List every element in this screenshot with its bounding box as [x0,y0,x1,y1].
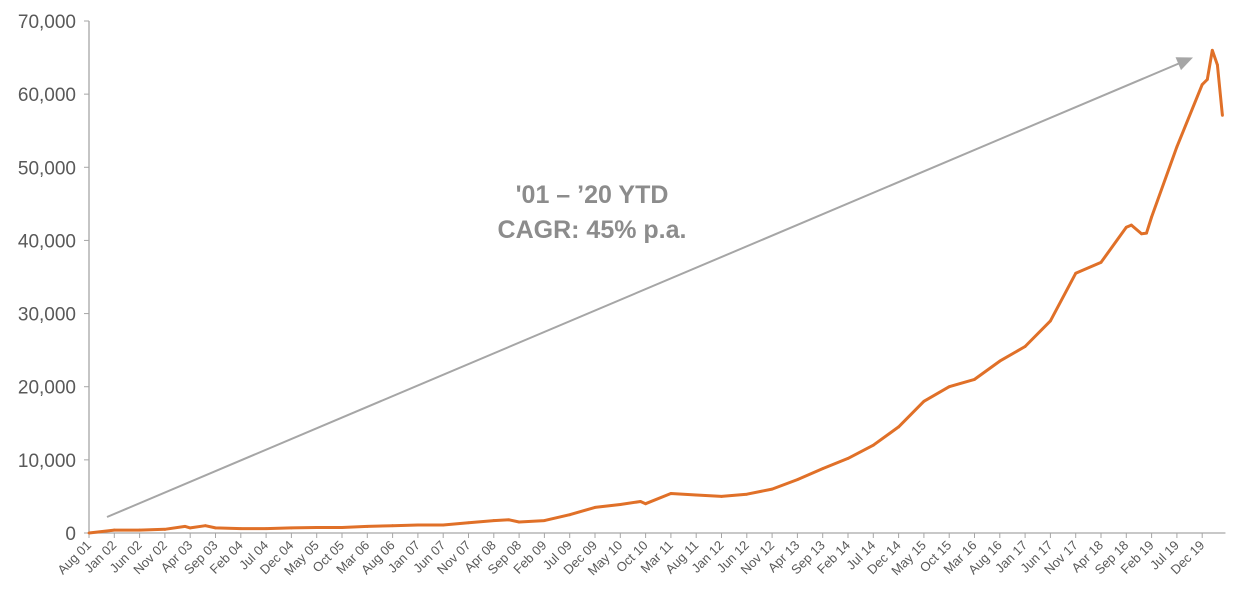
data-point [315,526,319,529]
data-point [922,399,926,403]
data-point [1215,63,1219,67]
data-point [138,528,142,532]
y-tick-label: 60,000 [18,85,76,106]
y-tick-label: 10,000 [18,451,76,472]
annotation-cagr: CAGR: 45% p.a. [498,216,687,244]
data-point [669,492,673,495]
data-point [1175,145,1179,149]
data-point [543,519,546,522]
data-point [1074,271,1078,275]
y-tick-label: 0 [65,524,76,545]
data-point [593,506,597,509]
data-point [517,520,521,524]
data-point [507,518,511,522]
data-point [1210,48,1214,52]
data-point [821,467,825,471]
data-point [720,495,723,498]
data-point [1140,232,1143,236]
y-tick-label: 40,000 [18,231,76,252]
data-point [639,500,642,503]
data-point [112,528,116,532]
y-tick-label: 20,000 [18,378,76,399]
data-point [340,526,344,529]
arrowhead-icon [1175,57,1193,71]
data-point [694,493,698,497]
data-point [1205,78,1209,81]
data-point [441,523,445,527]
data-point [163,527,167,531]
data-point [745,492,749,496]
cagr-trend-arrow [106,62,1181,518]
data-point [1049,319,1052,323]
data-point [391,524,394,528]
data-point [492,519,496,522]
data-point [871,443,875,447]
data-point [947,385,951,389]
data-point [897,425,900,429]
annotation-period: '01 – ’20 YTD [516,181,669,209]
data-point [846,456,850,460]
data-point [188,526,192,530]
y-tick-label: 30,000 [18,305,76,326]
series-layer [87,48,1224,535]
data-point [568,513,572,517]
series-line [88,48,1224,535]
data-point [770,487,774,491]
data-point [1099,260,1103,264]
data-point [365,525,369,528]
data-point [1145,231,1148,235]
data-point [1200,83,1204,87]
data-point [416,523,420,527]
data-point [1023,345,1027,348]
data-point [1129,223,1133,227]
data-point [467,521,470,525]
y-axis: 0 10,000 20,000 30,000 40,000 50,000 60,000 70,… [18,12,90,545]
data-point [618,503,622,506]
data-point [203,524,207,528]
data-point [1150,215,1153,219]
data-point [214,526,217,530]
data-point [290,526,293,530]
y-tick-label: 50,000 [18,158,76,179]
data-point [183,525,187,528]
data-point [998,359,1002,363]
data-point [1221,113,1224,117]
data-point [1124,225,1128,229]
data-point [644,502,647,506]
data-point [87,531,91,535]
data-point [264,527,268,531]
data-point [239,527,243,531]
data-point [796,478,799,482]
data-point [973,378,976,381]
y-tick-label: 70,000 [18,12,76,33]
